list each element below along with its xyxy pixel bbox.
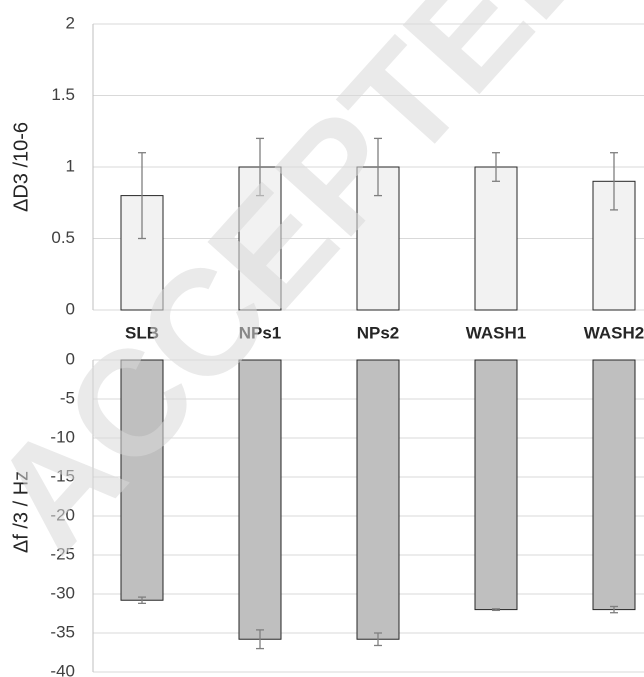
x-tick-label: WASH1 [466,323,526,342]
error-bar [374,632,382,647]
x-tick-label: NPs1 [239,323,282,342]
y-tick-label: -25 [50,544,75,563]
bar [592,359,636,611]
y-tick-label: -20 [50,505,75,524]
bar [356,359,400,640]
y-tick-label: 0 [66,349,75,368]
error-bar [610,605,618,614]
bar [474,359,518,611]
bar [238,359,282,640]
error-bar [256,629,264,650]
y-tick-label: 0 [66,299,75,318]
y-tick-label: -10 [50,427,75,446]
error-bar [138,152,146,240]
y-tick-label: -35 [50,622,75,641]
y-axis-label: ΔD3 /10-6 [10,122,32,212]
x-tick-label: SLB [125,323,159,342]
watermark: ACCEPTED [0,0,636,581]
error-bar [138,596,146,605]
error-bar [610,152,618,211]
y-tick-label: 0.5 [51,228,75,247]
y-tick-label: -5 [60,388,75,407]
y-axis-label: Δf /3 / Hz [10,471,32,553]
x-tick-label: WASH2 [584,323,644,342]
y-tick-label: 2 [66,13,75,32]
error-bar [492,152,500,182]
y-tick-label: 1 [66,156,75,175]
y-tick-label: -15 [50,466,75,485]
error-bar [256,137,264,197]
bar [474,166,518,311]
bar [120,359,164,601]
error-bar [374,137,382,197]
y-tick-label: 1.5 [51,85,75,104]
error-bar [492,608,500,612]
y-tick-label: -30 [50,583,75,602]
y-tick-label: -40 [50,661,75,677]
x-tick-label: NPs2 [357,323,400,342]
